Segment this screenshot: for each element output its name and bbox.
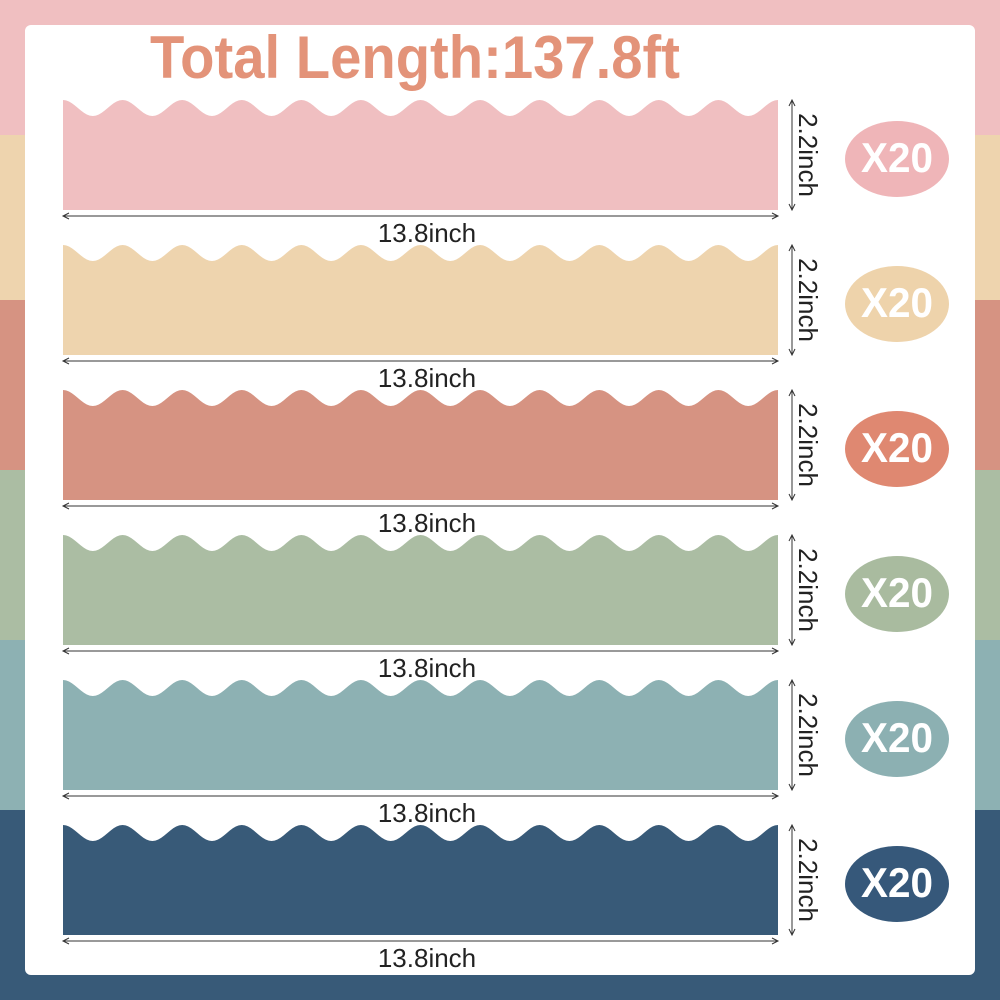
badge-label: X20 [861,279,933,326]
title: Total Length:137.8ft [150,24,680,91]
badge [845,701,949,777]
width-label: 13.8inch [378,653,476,683]
badge [845,846,949,922]
arrow-head [61,937,780,945]
arrow-head [788,678,796,792]
strip [63,535,778,645]
height-label: 2.2inch [793,838,823,922]
badge [845,556,949,632]
arrow-head [61,647,780,655]
arrow-head [788,98,796,212]
strips: 13.8inch 2.2inch X20 13.8inch 2.2inch X20 13.8… [61,98,949,973]
badge-label: X20 [861,569,933,616]
strip [63,390,778,500]
height-label: 2.2inch [793,693,823,777]
width-label: 13.8inch [378,508,476,538]
badge-label: X20 [861,134,933,181]
strip [63,100,778,210]
badge [845,121,949,197]
width-label: 13.8inch [378,218,476,248]
arrow-head [788,388,796,502]
width-label: 13.8inch [378,798,476,828]
badge-label: X20 [861,714,933,761]
strip [63,680,778,790]
arrow-head [788,243,796,357]
strip [63,825,778,935]
badge [845,411,949,487]
height-label: 2.2inch [793,113,823,197]
arrow-head [61,212,780,220]
height-label: 2.2inch [793,258,823,342]
arrow-head [788,823,796,937]
arrow-head [61,357,780,365]
height-label: 2.2inch [793,403,823,487]
strip [63,245,778,355]
arrow-head [788,533,796,647]
width-label: 13.8inch [378,363,476,393]
badge-label: X20 [861,859,933,906]
arrow-head [61,792,780,800]
badge [845,266,949,342]
height-label: 2.2inch [793,548,823,632]
badge-label: X20 [861,424,933,471]
arrow-head [61,502,780,510]
width-label: 13.8inch [378,943,476,973]
